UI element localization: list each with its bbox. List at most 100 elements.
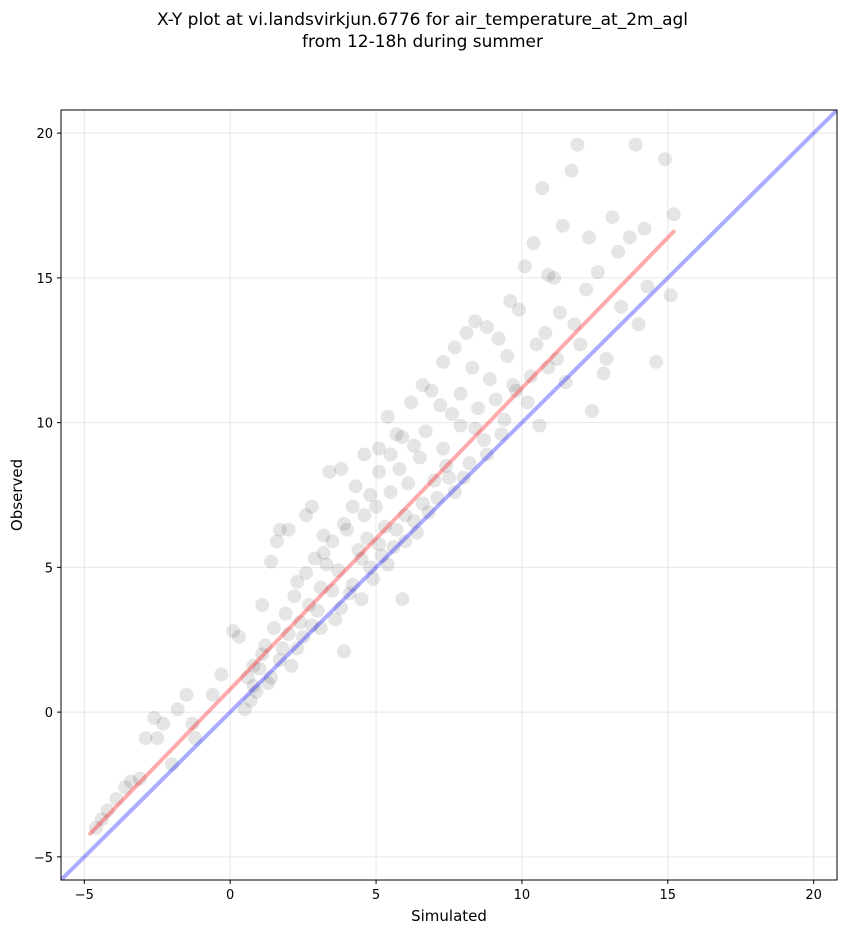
data-point <box>404 395 419 410</box>
data-point <box>255 598 270 612</box>
data-point <box>459 325 474 340</box>
data-point <box>336 516 351 531</box>
data-point <box>231 629 246 644</box>
data-point <box>657 152 672 167</box>
y-tick-label: 5 <box>45 561 53 576</box>
reference-lines <box>61 110 837 880</box>
data-point <box>89 820 104 835</box>
data-point <box>124 774 139 789</box>
data-point <box>424 383 439 398</box>
chart-title: X-Y plot at vi.landsvirkjun.6776 for air… <box>156 10 689 30</box>
data-point <box>264 670 279 685</box>
data-point <box>383 447 398 462</box>
data-point <box>479 447 494 462</box>
data-point <box>517 259 532 274</box>
data-point <box>246 658 261 673</box>
data-point <box>488 392 503 407</box>
data-point <box>313 580 328 595</box>
data-point <box>243 693 258 708</box>
data-point <box>147 710 162 725</box>
data-point <box>371 464 386 479</box>
data-point <box>433 398 448 413</box>
data-point <box>255 647 270 662</box>
data-point <box>512 302 527 317</box>
data-point <box>622 230 637 245</box>
data-point <box>541 360 556 375</box>
data-point <box>584 404 599 419</box>
data-point <box>319 557 334 572</box>
data-point <box>185 716 200 731</box>
data-point <box>275 641 290 656</box>
data-point <box>322 464 337 479</box>
data-point <box>170 702 185 717</box>
x-axis-label: Simulated <box>411 907 487 925</box>
data-point <box>596 366 611 381</box>
data-point <box>444 406 459 421</box>
data-point <box>547 270 562 285</box>
data-point <box>628 137 643 152</box>
data-point <box>150 731 165 746</box>
data-point <box>398 508 413 523</box>
data-point <box>430 490 445 505</box>
data-point <box>427 473 442 488</box>
data-point <box>506 378 521 392</box>
data-point <box>611 244 626 259</box>
data-point <box>564 163 579 178</box>
data-point <box>383 485 398 500</box>
data-point <box>532 418 547 433</box>
data-point <box>471 401 486 416</box>
x-tick-label: −5 <box>75 888 94 903</box>
data-point <box>118 780 133 795</box>
data-point <box>336 644 351 659</box>
data-point <box>468 314 483 329</box>
x-tick-label: 0 <box>226 888 234 903</box>
data-point <box>549 351 564 366</box>
data-point <box>491 331 506 346</box>
data-point <box>132 771 147 786</box>
data-point <box>94 812 109 827</box>
data-point <box>342 586 357 601</box>
data-point <box>374 548 389 563</box>
data-point <box>281 626 296 641</box>
axis-ticks: −5 0 5 10 15 20 −5 0 5 10 15 20 <box>34 127 822 903</box>
data-point <box>246 679 261 694</box>
y-tick-label: 0 <box>45 706 53 721</box>
data-point <box>439 459 454 474</box>
data-point <box>605 210 620 225</box>
data-point <box>570 137 585 152</box>
data-point <box>497 412 512 427</box>
data-point <box>666 207 681 222</box>
data-point <box>272 522 287 537</box>
data-point <box>100 803 115 818</box>
data-point <box>406 514 421 529</box>
data-point <box>339 522 354 537</box>
identity-line <box>61 110 837 880</box>
data-point <box>354 551 369 566</box>
data-point <box>290 574 305 589</box>
grid <box>61 110 837 880</box>
data-point <box>310 603 325 618</box>
data-point <box>401 476 416 491</box>
data-point <box>418 424 433 439</box>
data-point <box>304 499 319 514</box>
data-point <box>590 265 605 280</box>
plot-frame <box>60 109 838 881</box>
data-point <box>412 450 427 465</box>
data-point <box>357 508 372 523</box>
data-point <box>226 624 241 639</box>
data-point <box>520 395 535 410</box>
data-point <box>582 230 597 245</box>
chart-subtitle: from 12-18h during summer <box>302 32 543 52</box>
data-point <box>421 505 436 520</box>
y-tick-label: 15 <box>36 272 53 287</box>
data-point <box>415 378 430 392</box>
data-point <box>261 676 276 691</box>
data-point <box>453 418 468 433</box>
data-point <box>409 525 424 540</box>
data-point <box>640 279 655 294</box>
data-point <box>436 441 451 456</box>
data-point <box>529 337 544 352</box>
data-point <box>351 543 366 557</box>
